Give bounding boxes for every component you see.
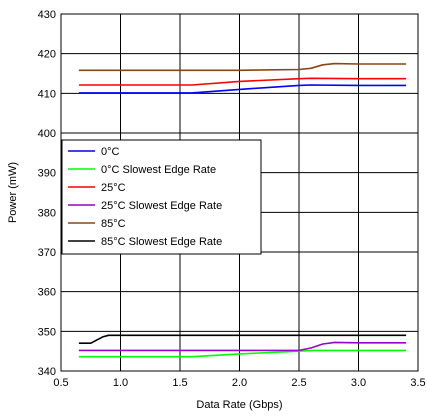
x-tick-label: 1.0 <box>113 377 128 389</box>
tick-labels: 0.5 1.0 1.5 2.0 2.5 3.0 3.5 340 350 360 370 380 390 4… <box>38 9 426 389</box>
series-line-2 <box>78 349 407 358</box>
legend: 0°C 0°C Slowest Edge Rate 25°C 25°C Slowest… <box>61 139 262 255</box>
x-tick-label: 2.5 <box>291 377 306 389</box>
legend-label: 0°C <box>101 146 120 158</box>
legend-box <box>61 139 262 255</box>
y-tick-label: 430 <box>38 9 56 21</box>
x-axis-label: Data Rate (Gbps) <box>196 399 282 411</box>
legend-label: 85°C Slowest Edge Rate <box>101 236 222 248</box>
y-tick-label: 360 <box>38 287 56 299</box>
series-line-1 <box>78 84 407 94</box>
y-tick-label: 390 <box>38 168 56 180</box>
plot-area-frame <box>60 13 419 372</box>
legend-label: 25°C Slowest Edge Rate <box>101 200 222 212</box>
legend-label: 85°C <box>101 218 126 230</box>
y-tick-label: 380 <box>38 207 56 219</box>
x-tick-label: 3.5 <box>410 377 425 389</box>
x-tick-label: 0.5 <box>53 377 68 389</box>
y-tick-label: 410 <box>38 88 56 100</box>
series-lines <box>78 62 407 358</box>
x-tick-label: 3.0 <box>351 377 366 389</box>
series-line-4 <box>78 341 407 352</box>
y-tick-label: 370 <box>38 247 56 259</box>
y-tick-label: 420 <box>38 49 56 61</box>
series-line-6 <box>78 334 407 345</box>
x-tick-label: 2.0 <box>232 377 247 389</box>
y-axis-label: Power (mW) <box>7 162 19 223</box>
x-tick-label: 1.5 <box>172 377 187 389</box>
series-line-5 <box>78 62 407 72</box>
y-tick-label: 400 <box>38 128 56 140</box>
y-tick-label: 350 <box>38 326 56 338</box>
legend-label: 0°C Slowest Edge Rate <box>101 164 216 176</box>
y-tick-label: 340 <box>38 366 56 378</box>
legend-label: 25°C <box>101 182 126 194</box>
series-line-3 <box>78 77 407 86</box>
